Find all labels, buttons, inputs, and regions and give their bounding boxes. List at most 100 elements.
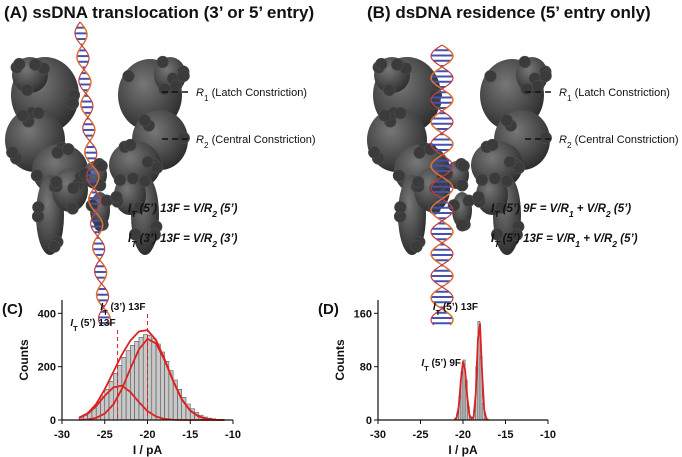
text-run: I [128, 233, 132, 245]
text-run: I [421, 358, 424, 369]
peak-annotation: IT (3’) 13F [100, 302, 145, 317]
x-tick-label: -30 [54, 429, 70, 441]
equation: IT (5’) 9F = V/R1 + V/R2 (5’) [491, 203, 631, 219]
text-run: (5’) [611, 203, 632, 215]
text-run: (Central Constriction) [572, 134, 679, 146]
text-run: R [559, 87, 567, 99]
protein-atom [494, 201, 508, 214]
constriction-label: R2 (Central Constriction) [196, 134, 316, 150]
text-run: T [131, 209, 137, 219]
protein-atom [169, 79, 183, 93]
y-tick-label: 160 [354, 308, 372, 320]
text-run: T [131, 239, 137, 249]
panel-label: (D) [318, 301, 339, 318]
bar [125, 350, 131, 421]
x-tick-label: -30 [370, 429, 386, 441]
dna-strand [430, 44, 454, 326]
protein-atom [158, 82, 171, 96]
protein-atom [32, 106, 45, 120]
protein-atom [500, 174, 514, 188]
protein-atom [66, 97, 80, 110]
protein-atom [413, 146, 426, 159]
text-run: I [433, 302, 436, 313]
bar [160, 351, 165, 421]
equation: IT (3’) 13F = V/R2 (3’) [128, 233, 238, 249]
protein-render [5, 21, 190, 326]
text-run: (Latch Constriction) [209, 87, 307, 99]
protein-atom [62, 143, 75, 156]
protein-atom [66, 202, 79, 215]
constriction-label: R2 (Central Constriction) [559, 134, 679, 150]
x-tick-label: -15 [498, 429, 514, 441]
y-axis-label: Counts [17, 339, 31, 381]
protein-atom [378, 109, 391, 122]
text-run: (3’) 13F = V/R [136, 233, 212, 245]
x-tick-label: -10 [225, 429, 241, 441]
y-tick-label: 200 [38, 362, 56, 374]
text-run: 2 [211, 239, 217, 249]
protein-atom [49, 175, 63, 189]
text-run: (5’) [217, 203, 238, 215]
protein-atom [20, 83, 34, 97]
protein-atom [503, 155, 517, 169]
protein-atom [126, 172, 140, 185]
protein-atom [518, 55, 532, 69]
protein-atom [410, 240, 423, 253]
equation: IT (5’) 13F = V/R1 + V/R2 (5’) [491, 233, 638, 249]
constriction-label: R1 (Latch Constriction) [196, 87, 307, 103]
fit-curve [78, 329, 225, 421]
protein-atom [51, 146, 64, 159]
x-tick-label: -15 [182, 429, 198, 441]
y-tick-label: 80 [360, 362, 372, 374]
protein-atom [382, 83, 396, 97]
text-run: T [73, 324, 78, 333]
x-axis-label: I / pA [133, 443, 163, 457]
protein-atom [475, 173, 489, 187]
text-run: I [100, 302, 103, 313]
text-run: T [494, 239, 500, 249]
protein-atom [156, 55, 170, 69]
protein-atom [128, 228, 142, 241]
constriction-label: R1 (Latch Constriction) [559, 87, 670, 103]
y-axis-label: Counts [333, 339, 347, 381]
text-run: (5’) 9F = V/R [499, 203, 569, 215]
protein-atom [32, 201, 45, 214]
text-run: I [491, 203, 495, 215]
x-tick-label: -20 [455, 429, 471, 441]
fit-curve [453, 323, 489, 421]
dna-strand [74, 21, 110, 326]
dna-strand [76, 21, 112, 326]
text-run: T [424, 364, 429, 373]
text-run: (Central Constriction) [209, 134, 316, 146]
text-run: (5’) 13F = V/R [136, 203, 212, 215]
y-tick-label: 0 [50, 415, 56, 427]
panel-title: (B) dsDNA residence (5’ entry only) [367, 3, 651, 22]
text-run: (5’) [617, 233, 638, 245]
text-run: 2 [611, 239, 617, 249]
text-run: 1 [569, 209, 574, 219]
panel-title: (A) ssDNA translocation (3’ or 5’ entry) [4, 3, 314, 22]
protein-atom [141, 155, 155, 169]
protein-atom [531, 79, 545, 93]
equation: IT (5’) 13F = V/R2 (5’) [128, 203, 238, 219]
text-run: 1 [575, 239, 580, 249]
protein-atom [500, 114, 514, 127]
protein-atom [95, 159, 108, 173]
text-run: 1 [567, 94, 572, 103]
text-run: (5’) 9F [429, 358, 461, 369]
text-run: R [559, 134, 567, 146]
protein-atom [138, 174, 152, 188]
protein-atom [484, 69, 497, 83]
protein-atom [124, 138, 137, 152]
text-run: (5’) 13F = V/R [499, 233, 575, 245]
protein-atom [394, 106, 407, 120]
text-run: 2 [605, 209, 611, 219]
protein-atom [490, 228, 504, 241]
protein-atom [368, 146, 381, 159]
protein-atom [150, 161, 164, 174]
text-run: T [103, 308, 108, 317]
protein-atom [539, 131, 552, 145]
protein-atom [394, 201, 407, 214]
protein-atom [455, 179, 469, 192]
bar [147, 334, 153, 421]
